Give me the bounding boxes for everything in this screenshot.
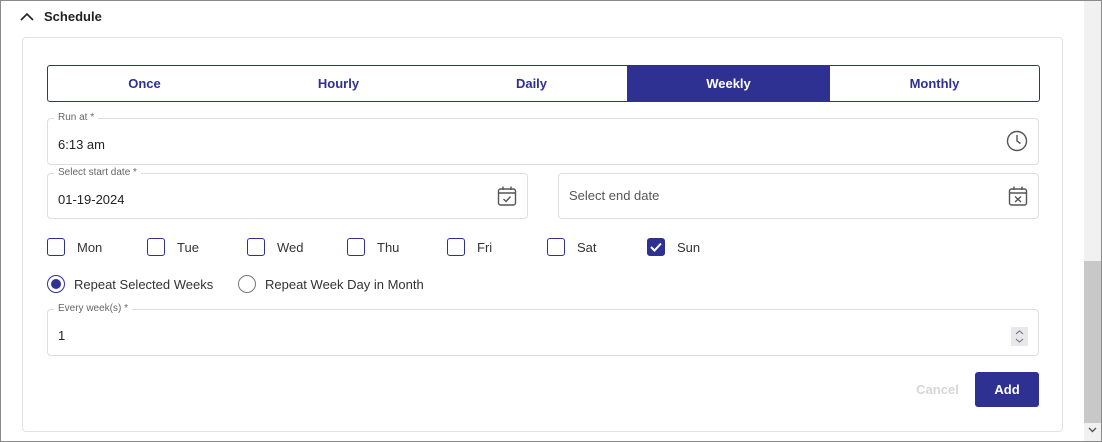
checkbox[interactable] bbox=[47, 238, 65, 256]
checkmark-icon bbox=[650, 242, 662, 252]
checkbox[interactable] bbox=[447, 238, 465, 256]
cancel-button[interactable]: Cancel bbox=[916, 382, 959, 397]
every-weeks-value: 1 bbox=[58, 328, 66, 343]
radio-repeat-selected-weeks[interactable]: Repeat Selected Weeks bbox=[47, 275, 213, 293]
day-label: Sat bbox=[577, 239, 597, 255]
radio-repeat-week-day-in-month[interactable]: Repeat Week Day in Month bbox=[238, 275, 424, 293]
radio[interactable] bbox=[238, 275, 256, 293]
section-header[interactable]: Schedule bbox=[20, 9, 102, 24]
day-checkbox-fri[interactable]: Fri bbox=[447, 238, 492, 256]
day-checkbox-thu[interactable]: Thu bbox=[347, 238, 399, 256]
radio-label: Repeat Week Day in Month bbox=[265, 276, 424, 292]
checkbox[interactable] bbox=[547, 238, 565, 256]
start-date-label: Select start date * bbox=[54, 167, 141, 178]
checkbox[interactable] bbox=[347, 238, 365, 256]
day-checkbox-sat[interactable]: Sat bbox=[547, 238, 597, 256]
checkbox[interactable] bbox=[147, 238, 165, 256]
stepper-icon[interactable] bbox=[1011, 327, 1028, 346]
day-label: Wed bbox=[277, 239, 304, 255]
scrollbar[interactable] bbox=[1084, 1, 1101, 441]
radio-label: Repeat Selected Weeks bbox=[74, 276, 214, 292]
checkbox-checked[interactable] bbox=[647, 238, 665, 256]
start-date-field[interactable]: Select start date * 01-19-2024 bbox=[47, 167, 528, 219]
clock-icon[interactable] bbox=[1006, 130, 1028, 152]
calendar-x-icon[interactable] bbox=[1008, 185, 1028, 207]
chevron-down-icon[interactable] bbox=[1088, 427, 1097, 433]
start-date-value: 01-19-2024 bbox=[58, 192, 125, 207]
checkbox[interactable] bbox=[247, 238, 265, 256]
run-at-value: 6:13 am bbox=[58, 137, 105, 152]
chevron-up-icon bbox=[20, 12, 34, 21]
radio-selected[interactable] bbox=[47, 275, 65, 293]
day-checkbox-sun[interactable]: Sun bbox=[647, 238, 700, 256]
day-label: Thu bbox=[377, 239, 400, 255]
tab-weekly[interactable]: Weekly bbox=[627, 66, 830, 101]
every-weeks-label: Every week(s) * bbox=[54, 303, 133, 314]
run-at-label: Run at * bbox=[54, 112, 99, 123]
day-label: Tue bbox=[177, 239, 199, 255]
calendar-check-icon[interactable] bbox=[497, 185, 517, 207]
section-title: Schedule bbox=[44, 9, 102, 24]
tab-monthly[interactable]: Monthly bbox=[909, 76, 960, 91]
tab-hourly[interactable]: Hourly bbox=[317, 76, 360, 91]
day-label: Sun bbox=[677, 239, 701, 255]
day-checkbox-wed[interactable]: Wed bbox=[247, 238, 304, 256]
day-label: Fri bbox=[477, 239, 493, 255]
day-checkbox-mon[interactable]: Mon bbox=[47, 238, 102, 256]
end-date-placeholder: Select end date bbox=[569, 188, 660, 203]
day-label: Mon bbox=[77, 239, 103, 255]
every-weeks-field[interactable]: Every week(s) * 1 bbox=[47, 303, 1039, 356]
frequency-tabs: Once Hourly Daily Weekly Monthly bbox=[47, 65, 1040, 102]
run-at-field[interactable]: Run at * 6:13 am bbox=[47, 112, 1039, 165]
tab-daily[interactable]: Daily bbox=[515, 76, 548, 91]
end-date-field[interactable]: Select end date bbox=[558, 173, 1039, 219]
tab-once[interactable]: Once bbox=[128, 76, 161, 91]
scrollbar-thumb[interactable] bbox=[1084, 261, 1101, 423]
day-checkbox-tue[interactable]: Tue bbox=[147, 238, 199, 256]
add-button[interactable]: Add bbox=[975, 372, 1039, 407]
schedule-card bbox=[22, 37, 1063, 432]
